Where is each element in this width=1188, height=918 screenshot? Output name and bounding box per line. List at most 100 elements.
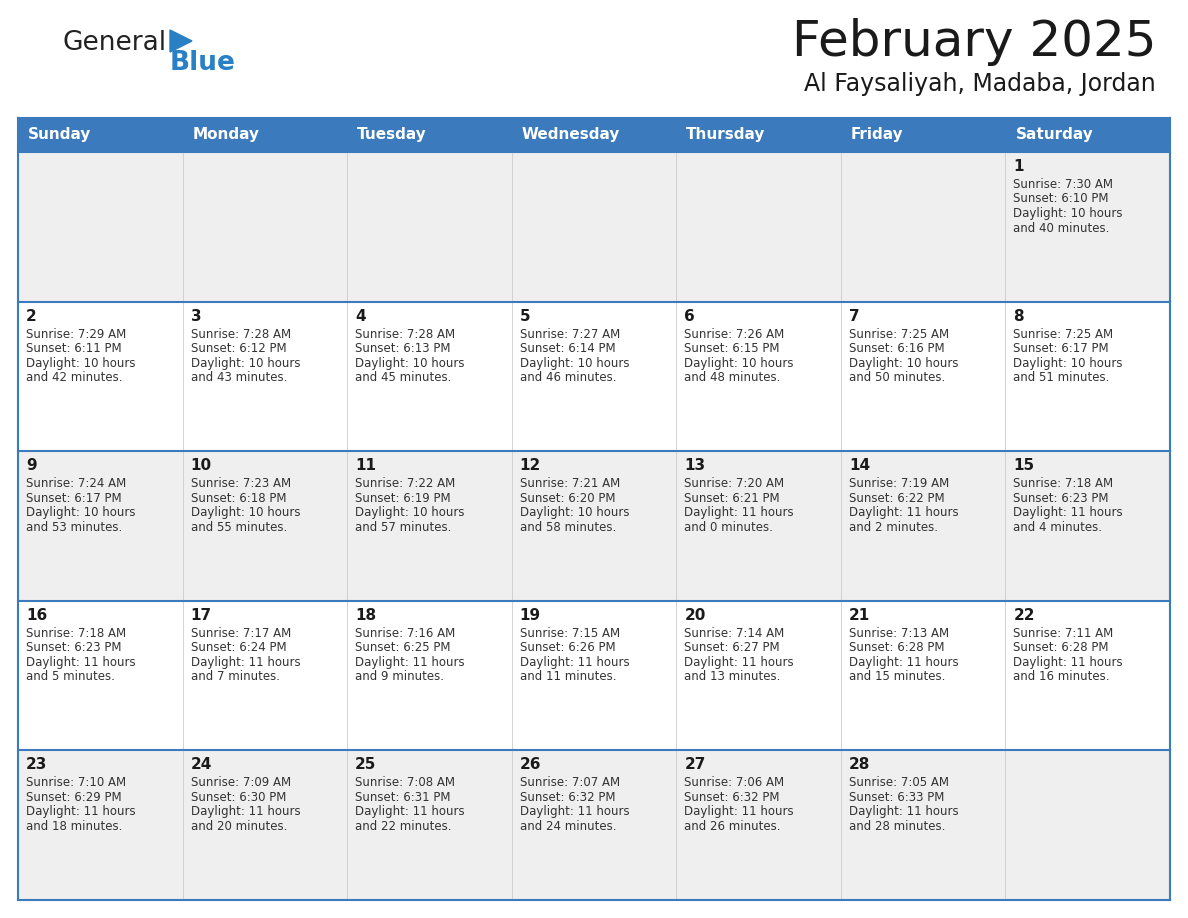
Text: Daylight: 11 hours: Daylight: 11 hours (355, 655, 465, 669)
Text: and 0 minutes.: and 0 minutes. (684, 521, 773, 533)
Text: Sunset: 6:14 PM: Sunset: 6:14 PM (519, 342, 615, 355)
Text: Daylight: 10 hours: Daylight: 10 hours (1013, 207, 1123, 220)
Text: Sunrise: 7:17 AM: Sunrise: 7:17 AM (190, 627, 291, 640)
Text: 7: 7 (849, 308, 859, 324)
Text: and 18 minutes.: and 18 minutes. (26, 820, 122, 833)
Text: 19: 19 (519, 608, 541, 622)
Text: Daylight: 10 hours: Daylight: 10 hours (519, 356, 630, 370)
Text: 9: 9 (26, 458, 37, 473)
Text: Blue: Blue (170, 50, 236, 76)
Text: Daylight: 11 hours: Daylight: 11 hours (190, 655, 301, 669)
Text: General: General (62, 30, 166, 56)
Text: Sunset: 6:33 PM: Sunset: 6:33 PM (849, 791, 944, 804)
Bar (18, 152, 1170, 302)
Text: Daylight: 10 hours: Daylight: 10 hours (519, 506, 630, 520)
Text: 2: 2 (26, 308, 37, 324)
Text: Sunrise: 7:23 AM: Sunrise: 7:23 AM (190, 477, 291, 490)
Bar (18, 600, 1170, 750)
Text: Sunrise: 7:21 AM: Sunrise: 7:21 AM (519, 477, 620, 490)
Polygon shape (170, 30, 192, 52)
Text: and 51 minutes.: and 51 minutes. (1013, 371, 1110, 384)
Text: Daylight: 10 hours: Daylight: 10 hours (849, 356, 959, 370)
Text: and 45 minutes.: and 45 minutes. (355, 371, 451, 384)
Text: Daylight: 11 hours: Daylight: 11 hours (684, 655, 794, 669)
Bar (18, 750, 1170, 900)
Text: Daylight: 11 hours: Daylight: 11 hours (519, 805, 630, 819)
Text: Daylight: 11 hours: Daylight: 11 hours (1013, 506, 1123, 520)
Text: Sunday: Sunday (29, 128, 91, 142)
Text: and 13 minutes.: and 13 minutes. (684, 670, 781, 683)
Bar (18, 302, 1170, 452)
Text: Sunrise: 7:28 AM: Sunrise: 7:28 AM (190, 328, 291, 341)
Text: 23: 23 (26, 757, 48, 772)
Text: Daylight: 10 hours: Daylight: 10 hours (355, 506, 465, 520)
Text: Sunset: 6:16 PM: Sunset: 6:16 PM (849, 342, 944, 355)
Text: and 24 minutes.: and 24 minutes. (519, 820, 617, 833)
Text: Monday: Monday (192, 128, 259, 142)
Text: 22: 22 (1013, 608, 1035, 622)
Text: Sunrise: 7:27 AM: Sunrise: 7:27 AM (519, 328, 620, 341)
Text: February 2025: February 2025 (791, 18, 1156, 66)
Text: Sunset: 6:15 PM: Sunset: 6:15 PM (684, 342, 779, 355)
Text: Sunrise: 7:19 AM: Sunrise: 7:19 AM (849, 477, 949, 490)
Text: 17: 17 (190, 608, 211, 622)
Text: Sunrise: 7:07 AM: Sunrise: 7:07 AM (519, 777, 620, 789)
Text: Sunrise: 7:11 AM: Sunrise: 7:11 AM (1013, 627, 1113, 640)
Text: Sunset: 6:20 PM: Sunset: 6:20 PM (519, 492, 615, 505)
Text: Daylight: 11 hours: Daylight: 11 hours (684, 805, 794, 819)
Text: and 26 minutes.: and 26 minutes. (684, 820, 781, 833)
Text: Sunset: 6:31 PM: Sunset: 6:31 PM (355, 791, 450, 804)
Text: and 28 minutes.: and 28 minutes. (849, 820, 946, 833)
Text: Sunset: 6:19 PM: Sunset: 6:19 PM (355, 492, 450, 505)
Text: Sunrise: 7:28 AM: Sunrise: 7:28 AM (355, 328, 455, 341)
Text: and 58 minutes.: and 58 minutes. (519, 521, 615, 533)
Text: Daylight: 11 hours: Daylight: 11 hours (190, 805, 301, 819)
Text: Sunrise: 7:24 AM: Sunrise: 7:24 AM (26, 477, 126, 490)
Text: 8: 8 (1013, 308, 1024, 324)
Text: Sunset: 6:13 PM: Sunset: 6:13 PM (355, 342, 450, 355)
Text: and 40 minutes.: and 40 minutes. (1013, 221, 1110, 234)
Text: Daylight: 11 hours: Daylight: 11 hours (519, 655, 630, 669)
Text: Sunset: 6:17 PM: Sunset: 6:17 PM (1013, 342, 1110, 355)
Text: Sunset: 6:21 PM: Sunset: 6:21 PM (684, 492, 779, 505)
Text: 5: 5 (519, 308, 530, 324)
Text: Tuesday: Tuesday (358, 128, 426, 142)
Text: Sunrise: 7:25 AM: Sunrise: 7:25 AM (1013, 328, 1113, 341)
Text: Daylight: 10 hours: Daylight: 10 hours (684, 356, 794, 370)
Text: Sunset: 6:26 PM: Sunset: 6:26 PM (519, 642, 615, 655)
Text: 28: 28 (849, 757, 871, 772)
Text: Sunset: 6:25 PM: Sunset: 6:25 PM (355, 642, 450, 655)
Text: Friday: Friday (851, 128, 904, 142)
Text: Sunrise: 7:06 AM: Sunrise: 7:06 AM (684, 777, 784, 789)
Text: Sunset: 6:18 PM: Sunset: 6:18 PM (190, 492, 286, 505)
Text: Sunrise: 7:18 AM: Sunrise: 7:18 AM (26, 627, 126, 640)
Text: Sunset: 6:28 PM: Sunset: 6:28 PM (849, 642, 944, 655)
Text: Sunrise: 7:14 AM: Sunrise: 7:14 AM (684, 627, 784, 640)
Text: and 46 minutes.: and 46 minutes. (519, 371, 617, 384)
Text: and 20 minutes.: and 20 minutes. (190, 820, 287, 833)
Text: Daylight: 10 hours: Daylight: 10 hours (190, 356, 301, 370)
Text: Sunset: 6:12 PM: Sunset: 6:12 PM (190, 342, 286, 355)
Text: 3: 3 (190, 308, 201, 324)
Text: Sunrise: 7:25 AM: Sunrise: 7:25 AM (849, 328, 949, 341)
Text: Sunset: 6:28 PM: Sunset: 6:28 PM (1013, 642, 1108, 655)
Text: 10: 10 (190, 458, 211, 473)
Text: Daylight: 11 hours: Daylight: 11 hours (1013, 655, 1123, 669)
Text: Sunset: 6:32 PM: Sunset: 6:32 PM (519, 791, 615, 804)
Text: Daylight: 11 hours: Daylight: 11 hours (684, 506, 794, 520)
Text: 11: 11 (355, 458, 377, 473)
Text: and 9 minutes.: and 9 minutes. (355, 670, 444, 683)
Text: and 15 minutes.: and 15 minutes. (849, 670, 946, 683)
Text: and 11 minutes.: and 11 minutes. (519, 670, 617, 683)
Text: Sunset: 6:24 PM: Sunset: 6:24 PM (190, 642, 286, 655)
Text: 15: 15 (1013, 458, 1035, 473)
Text: Sunrise: 7:30 AM: Sunrise: 7:30 AM (1013, 178, 1113, 191)
Text: Daylight: 11 hours: Daylight: 11 hours (355, 805, 465, 819)
Text: 13: 13 (684, 458, 706, 473)
Text: Daylight: 10 hours: Daylight: 10 hours (26, 506, 135, 520)
Text: Daylight: 11 hours: Daylight: 11 hours (26, 655, 135, 669)
Text: Sunset: 6:10 PM: Sunset: 6:10 PM (1013, 193, 1108, 206)
Text: 12: 12 (519, 458, 541, 473)
Text: Sunrise: 7:13 AM: Sunrise: 7:13 AM (849, 627, 949, 640)
Text: Saturday: Saturday (1016, 128, 1093, 142)
